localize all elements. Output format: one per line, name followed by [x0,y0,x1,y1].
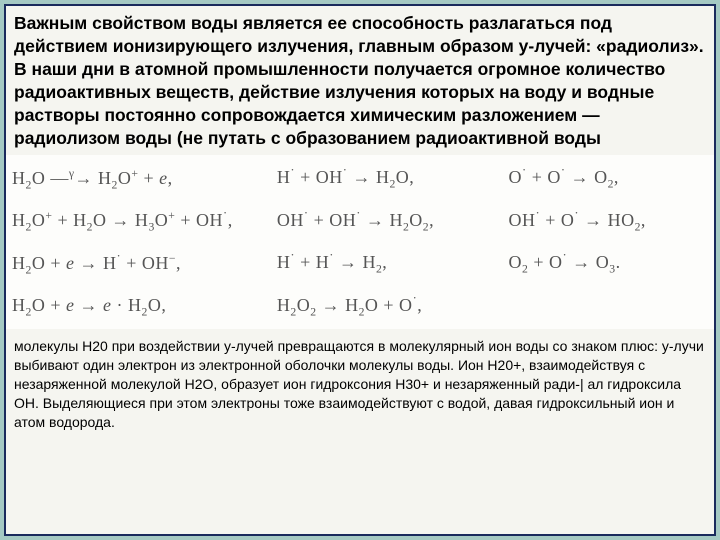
caption-paragraph: молекулы Н20 при воздействии y-лучей пре… [6,329,714,435]
eq-r3c3: O2 + O· → O3. [509,252,708,276]
eq-r2c2: OH· + OH· → H2O2, [277,210,499,234]
eq-r2c1: H2O+ + H2O → H3O+ + OH·, [12,209,267,234]
eq-r1c2: H· + OH· → H2O, [277,167,499,191]
content-panel: Важным свойством воды является ее способ… [4,4,716,536]
eq-r3c1: H2O + e → H· + OH−, [12,252,267,277]
eq-r3c2: H· + H· → H2, [277,252,499,276]
eq-r4c2: H2O2 → H2O + O·, [277,295,499,319]
eq-r2c3: OH· + O· → HO2, [509,210,708,234]
eq-r1c1: H2O —γ→ H2O+ + e, [12,167,267,192]
main-paragraph: Важным свойством воды является ее способ… [6,6,714,151]
eq-r4c1: H2O + e → e · H2O, [12,295,267,319]
eq-r1c3: O· + O· → O2, [509,167,708,191]
equations-grid: H2O —γ→ H2O+ + e, H· + OH· → H2O, O· + O… [6,155,714,329]
